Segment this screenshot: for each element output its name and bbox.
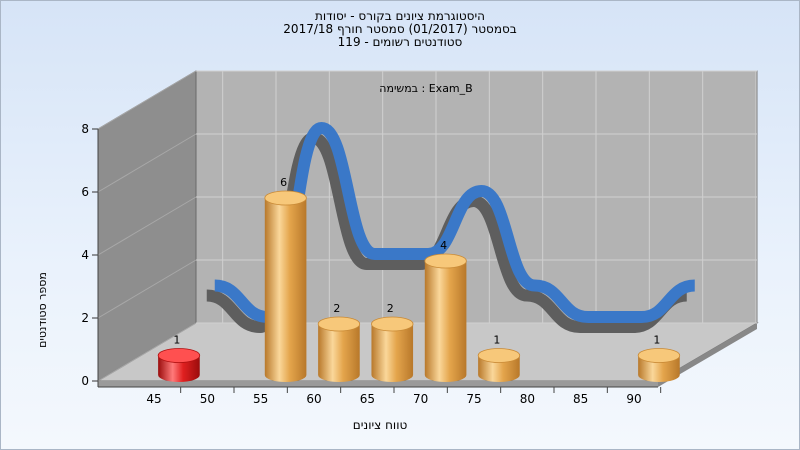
bar-data-label: 1: [493, 334, 500, 347]
bar-body: [424, 261, 467, 382]
y-axis-label: מספר סטודנטים: [36, 272, 49, 348]
x-tick-label: 70: [413, 392, 428, 406]
y-tick-label: 8: [81, 122, 89, 136]
floor-side-edge: [658, 323, 757, 387]
chart-title-line-2: בסמסטר (01/2017) סמסטר חורף 2017/18: [283, 22, 517, 36]
bar-top: [264, 190, 307, 206]
bar-body: [371, 324, 414, 382]
x-tick-label: 65: [360, 392, 375, 406]
bar-top: [477, 348, 521, 363]
bar-65: 2: [371, 302, 414, 382]
x-tick-label: 45: [146, 392, 161, 406]
bar-top: [424, 253, 467, 269]
bar-top: [157, 348, 201, 363]
bar-body: [264, 198, 307, 382]
bar-data-label: 6: [280, 176, 287, 189]
gridline-left-wall: [97, 322, 197, 382]
floor-edge: [98, 381, 658, 387]
x-tick-label: 60: [306, 392, 321, 406]
gridline-left-wall: [97, 259, 197, 319]
x-axis-label: טווח ציונים: [352, 418, 408, 432]
bar-data-label: 2: [387, 302, 394, 315]
chart-titles: היסטוגרמת ציונים בקורס - יסודות בסמסטר (…: [0, 10, 800, 49]
x-tick-label: 55: [253, 392, 268, 406]
bar-data-label: 2: [333, 302, 340, 315]
bar-body: [638, 355, 680, 382]
bar-75: 1: [477, 334, 521, 382]
gridline-left-wall: [97, 196, 197, 256]
chart-title-line-3: סטודנטים רשומים - 119: [337, 35, 463, 49]
bar-data-label: 4: [440, 239, 447, 252]
bar-70: 4: [424, 239, 467, 382]
gridline-left-wall: [97, 70, 197, 130]
bar-data-label: 1: [653, 334, 660, 347]
x-tick-label: 90: [626, 392, 641, 406]
y-tick-label: 6: [81, 185, 89, 199]
bar-55: 6: [264, 176, 307, 382]
bar-top: [317, 316, 361, 332]
chart-title-line-1: היסטוגרמת ציונים בקורס - יסודות: [315, 9, 485, 23]
bar-45: 1: [157, 334, 201, 382]
bar-60: 2: [317, 302, 361, 382]
x-tick-label: 75: [466, 392, 481, 406]
gridline-left-wall: [97, 133, 197, 193]
x-tick-label: 80: [520, 392, 535, 406]
y-tick-label: 0: [81, 374, 89, 388]
bar-top: [371, 316, 414, 332]
bar-body: [318, 324, 360, 382]
bar-top: [637, 348, 681, 363]
bar-90: 1: [637, 334, 681, 382]
bar-data-label: 1: [173, 334, 180, 347]
y-tick-label: 2: [81, 311, 89, 325]
x-tick-label: 50: [200, 392, 215, 406]
chart-inner-title: Exam_B : במשימה: [379, 82, 472, 95]
y-tick-label: 4: [81, 248, 89, 262]
bar-body: [478, 355, 520, 382]
x-tick-label: 85: [573, 392, 588, 406]
bar-body: [158, 355, 200, 382]
